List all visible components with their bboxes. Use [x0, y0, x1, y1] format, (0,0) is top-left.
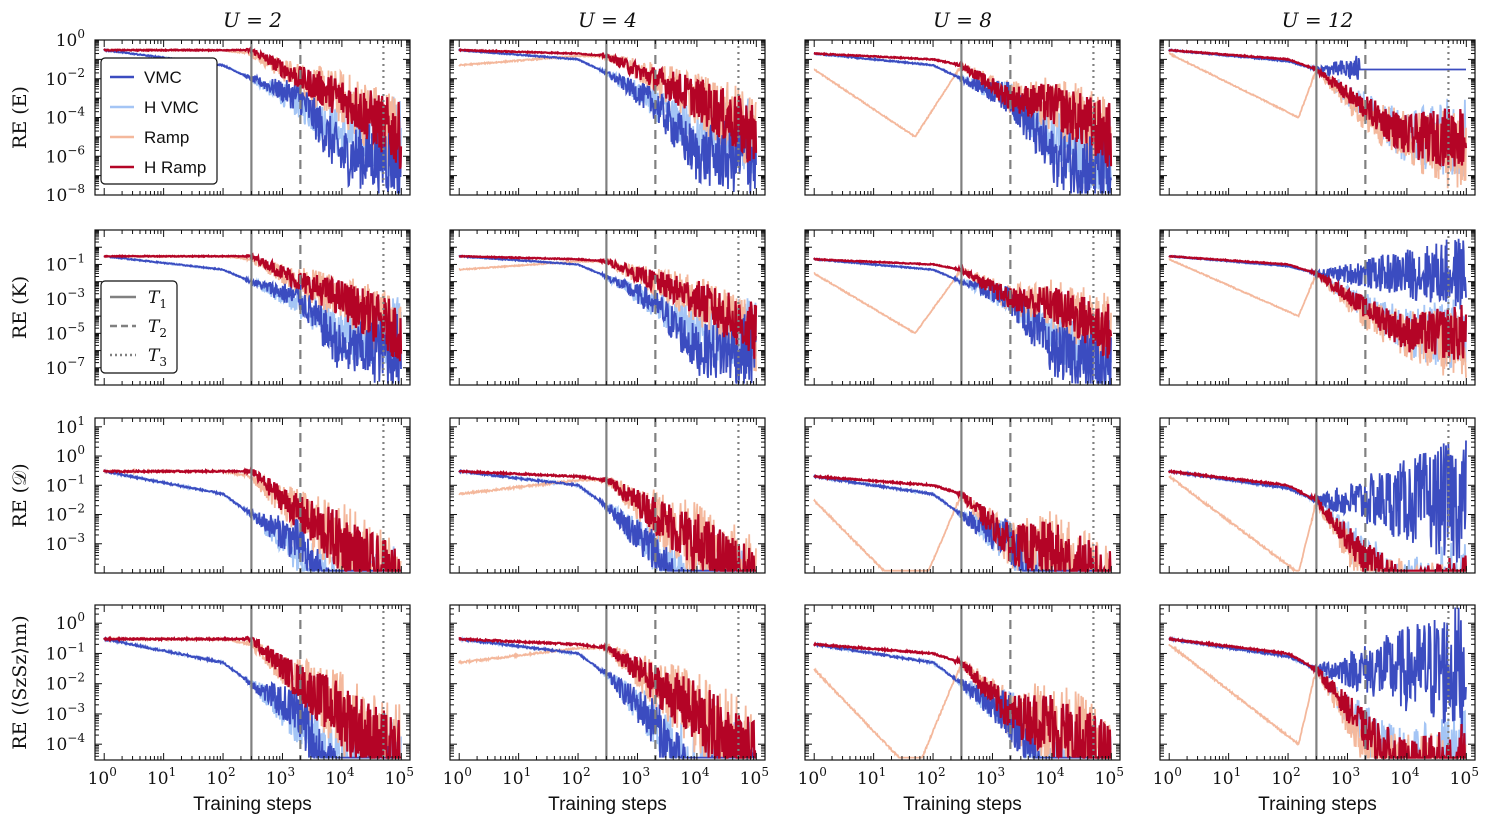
panel-frame	[1159, 604, 1476, 761]
x-tick-label: 102	[561, 765, 590, 789]
y-tick-label: 10−1	[46, 251, 85, 275]
x-tick-label: 105	[1095, 765, 1124, 789]
panel-r4-c2	[449, 604, 766, 761]
y-tick-label: 10−4	[46, 105, 86, 129]
x-tick-label: 100	[798, 765, 827, 789]
legend-box	[100, 280, 178, 374]
panel-frame	[804, 417, 1121, 574]
x-tick-label: 101	[857, 765, 886, 789]
panel-r2-c2	[449, 229, 766, 386]
panel-r1-c2	[449, 39, 766, 196]
x-tick-label: 102	[1271, 765, 1300, 789]
x-tick-label: 101	[147, 765, 176, 789]
y-tick-label: 101	[56, 414, 85, 438]
x-tick-label: 100	[88, 765, 117, 789]
y-axis-label: RE (K)	[9, 276, 31, 339]
x-tick-label: 100	[443, 765, 472, 789]
y-tick-label: 10−1	[46, 640, 85, 664]
legend-label: H Ramp	[144, 158, 206, 177]
panel-r2-c4	[1159, 229, 1476, 386]
x-tick-label: 104	[1035, 765, 1065, 789]
y-axis-label: RE (𝒟)	[9, 463, 31, 527]
panel-r4-c3	[804, 604, 1121, 761]
column-title: U = 12	[1282, 8, 1354, 32]
panel-frame	[94, 417, 411, 574]
panel-r1-c3	[804, 39, 1121, 196]
y-tick-label: 10−4	[46, 731, 86, 755]
x-tick-label: 102	[206, 765, 235, 789]
x-axis-label: Training steps	[1258, 794, 1377, 815]
y-tick-label: 10−5	[46, 320, 85, 344]
x-tick-label: 104	[1390, 765, 1420, 789]
legend-markers: T1 T2 T3	[100, 280, 178, 374]
y-tick-label: 10−3	[46, 531, 85, 555]
panel-frame	[94, 604, 411, 761]
panel-r4-c4	[1159, 604, 1476, 761]
y-tick-label: 100	[56, 27, 85, 51]
x-axis-label: Training steps	[903, 794, 1022, 815]
y-tick-label: 10−1	[46, 472, 85, 496]
column-title: U = 8	[933, 8, 992, 32]
panel-r3-c4	[1159, 417, 1476, 574]
legend-series: VMC H VMC Ramp H Ramp	[100, 57, 218, 185]
y-tick-label: 10−8	[46, 182, 85, 206]
x-tick-label: 100	[1153, 765, 1182, 789]
panel-frame	[804, 604, 1121, 761]
y-tick-label: 10−2	[46, 671, 85, 695]
x-tick-label: 103	[621, 765, 650, 789]
panel-frame	[1159, 417, 1476, 574]
panel-r3-c2	[449, 417, 766, 574]
x-tick-label: 102	[916, 765, 945, 789]
legend-label: T1	[148, 288, 167, 311]
y-tick-label: 10−3	[46, 286, 85, 310]
legend-label: VMC	[144, 68, 182, 87]
legend-label: Ramp	[144, 128, 189, 147]
x-tick-label: 105	[740, 765, 769, 789]
panel-r1-c4	[1159, 39, 1476, 196]
panel-r1-c1	[94, 39, 411, 196]
x-tick-label: 101	[1212, 765, 1241, 789]
y-tick-label: 10−6	[46, 143, 85, 167]
x-tick-label: 103	[976, 765, 1005, 789]
panel-frame	[449, 604, 766, 761]
y-axis-label: RE (⟨SzSz⟩nn)	[9, 615, 31, 749]
legend-label: T3	[148, 346, 167, 369]
x-tick-label: 104	[680, 765, 710, 789]
y-tick-label: 10−7	[46, 355, 85, 379]
column-title: U = 4	[578, 8, 637, 32]
legend-box	[100, 57, 218, 185]
y-tick-label: 100	[56, 443, 85, 467]
x-tick-label: 101	[502, 765, 531, 789]
panel-r2-c1	[94, 229, 411, 386]
legend-label: H VMC	[144, 98, 199, 117]
panel-r3-c1	[94, 417, 411, 574]
x-axis-label: Training steps	[548, 794, 667, 815]
panel-frame	[449, 417, 766, 574]
x-tick-label: 105	[385, 765, 414, 789]
x-tick-label: 104	[325, 765, 355, 789]
x-tick-label: 103	[266, 765, 295, 789]
panel-r2-c3	[804, 229, 1121, 386]
column-title: U = 2	[223, 8, 282, 32]
legend-label: T2	[148, 317, 167, 340]
x-tick-label: 105	[1450, 765, 1479, 789]
y-tick-label: 100	[56, 610, 85, 634]
y-tick-label: 10−2	[46, 66, 85, 90]
y-tick-label: 10−3	[46, 701, 85, 725]
x-axis-label: Training steps	[193, 794, 312, 815]
y-axis-label: RE (E)	[9, 86, 31, 149]
panel-r3-c3	[804, 417, 1121, 574]
y-tick-label: 10−2	[46, 502, 85, 526]
panel-r4-c1	[94, 604, 411, 761]
x-tick-label: 103	[1331, 765, 1360, 789]
